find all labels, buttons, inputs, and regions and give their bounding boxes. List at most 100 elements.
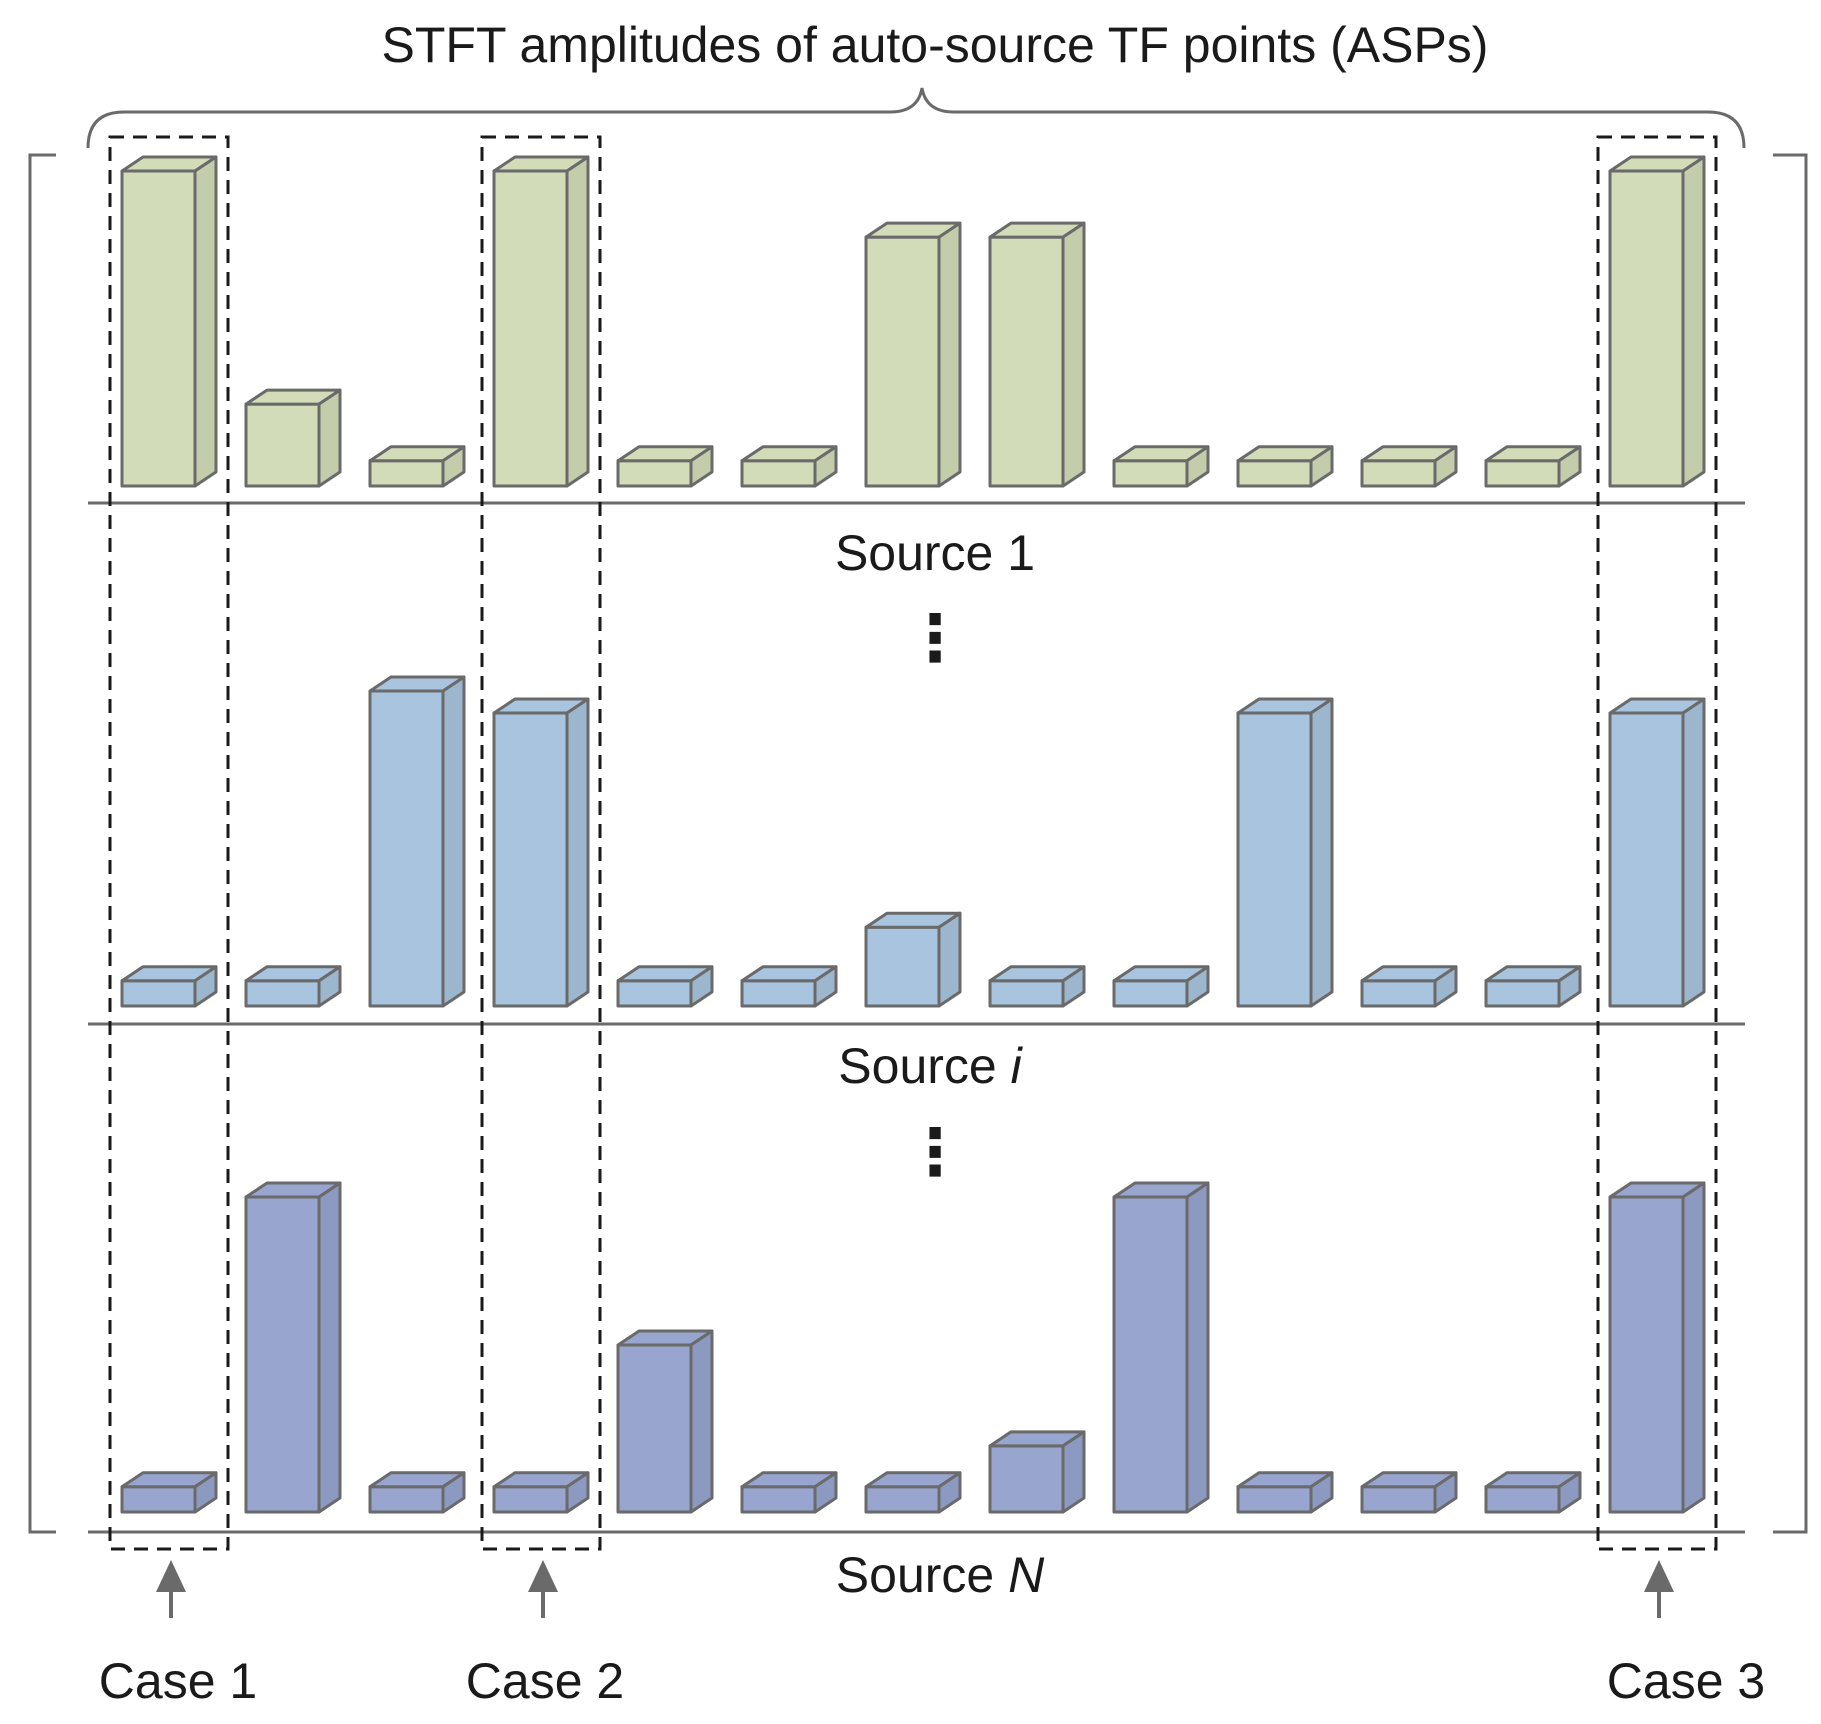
- bar-front: [1236, 459, 1313, 488]
- bar-side: [193, 155, 218, 488]
- bar-side: [441, 445, 466, 488]
- bar-side: [193, 965, 218, 1008]
- bar: [1484, 1471, 1582, 1514]
- bar-front: [864, 235, 941, 488]
- bar: [1608, 697, 1706, 1008]
- bar-side: [1061, 965, 1086, 1008]
- bar-front: [740, 459, 817, 488]
- bar-front: [988, 979, 1065, 1008]
- arrow-head: [156, 1560, 186, 1592]
- bar-front: [1112, 459, 1189, 488]
- bar-front: [740, 1485, 817, 1514]
- bar-front: [1484, 459, 1561, 488]
- bar-front: [492, 711, 569, 1008]
- source-i-label: Source i: [838, 1038, 1023, 1094]
- bar: [492, 697, 590, 1008]
- case-1-arrow: [156, 1560, 186, 1618]
- bar-front: [864, 925, 941, 1008]
- bar-front: [616, 979, 693, 1008]
- arrow-head: [528, 1560, 558, 1592]
- bar-front: [1360, 979, 1437, 1008]
- bar: [864, 1471, 962, 1514]
- bar: [740, 1471, 838, 1514]
- bar: [740, 965, 838, 1008]
- bar: [244, 388, 342, 488]
- bar-side: [193, 1471, 218, 1514]
- bar: [1236, 697, 1334, 1008]
- bar: [244, 965, 342, 1008]
- bar: [740, 445, 838, 488]
- bar-front: [120, 169, 197, 488]
- bar-side: [1681, 697, 1706, 1008]
- bar-side: [1433, 1471, 1458, 1514]
- bar-front: [1360, 1485, 1437, 1514]
- bar: [1484, 445, 1582, 488]
- bar: [988, 1430, 1086, 1514]
- bar-side: [1185, 445, 1210, 488]
- bar-side: [1185, 965, 1210, 1008]
- bar-side: [1185, 1181, 1210, 1514]
- bar: [1112, 965, 1210, 1008]
- outer-frame: [28, 153, 1808, 1534]
- bar-front: [1360, 459, 1437, 488]
- source-1-label: Source 1: [835, 525, 1035, 581]
- right-bracket: [1773, 153, 1808, 1534]
- bar-front: [864, 1485, 941, 1514]
- case-3-box: [1596, 135, 1718, 1551]
- source-1-bars: [120, 155, 1706, 488]
- bar-front: [616, 1343, 693, 1514]
- bar: [1484, 965, 1582, 1008]
- case-2-label: Case 2: [466, 1653, 624, 1709]
- ellipsis-2: ⋮: [903, 1116, 967, 1188]
- source-3-bars: [120, 1181, 1706, 1514]
- case-1-label: Case 1: [99, 1653, 257, 1709]
- bar-side: [689, 445, 714, 488]
- bar: [1112, 445, 1210, 488]
- case-3-label: Case 3: [1607, 1653, 1765, 1709]
- bar-side: [317, 965, 342, 1008]
- case-3-arrow: [1644, 1560, 1674, 1618]
- bar-front: [120, 1485, 197, 1514]
- left-bracket: [28, 153, 56, 1534]
- bar-side: [1309, 445, 1334, 488]
- bar-front: [368, 1485, 445, 1514]
- bar-side: [1681, 1181, 1706, 1514]
- title-brace: [86, 87, 1746, 149]
- bar-side: [1309, 1471, 1334, 1514]
- bar-side: [317, 388, 342, 488]
- bar-front: [1112, 979, 1189, 1008]
- ellipsis-1: ⋮: [903, 602, 967, 674]
- bar: [988, 965, 1086, 1008]
- bar-side: [937, 911, 962, 1008]
- bar-side: [441, 675, 466, 1008]
- baselines: [88, 501, 1745, 1534]
- bar: [1112, 1181, 1210, 1514]
- bar-side: [1681, 155, 1706, 488]
- case-arrows: [156, 1560, 1674, 1618]
- bar: [120, 155, 218, 488]
- bar-side: [565, 1471, 590, 1514]
- bar: [368, 1471, 466, 1514]
- bar: [1236, 445, 1334, 488]
- bar: [368, 445, 466, 488]
- bar-front: [368, 459, 445, 488]
- bar-front: [1608, 711, 1685, 1008]
- bar-side: [937, 221, 962, 488]
- bar: [120, 1471, 218, 1514]
- bar: [1360, 1471, 1458, 1514]
- bar: [120, 965, 218, 1008]
- bar-front: [244, 1195, 321, 1514]
- bar-front: [988, 1444, 1065, 1514]
- bar: [864, 911, 962, 1008]
- bar-side: [441, 1471, 466, 1514]
- bar-front: [120, 979, 197, 1008]
- arrow-head: [1644, 1560, 1674, 1592]
- case-2-arrow: [528, 1560, 558, 1618]
- case-boxes: [108, 135, 1718, 1551]
- bar-side: [937, 1471, 962, 1514]
- bar: [1608, 155, 1706, 488]
- bar-front: [1236, 1485, 1313, 1514]
- bar-side: [1061, 221, 1086, 488]
- bar-side: [565, 697, 590, 1008]
